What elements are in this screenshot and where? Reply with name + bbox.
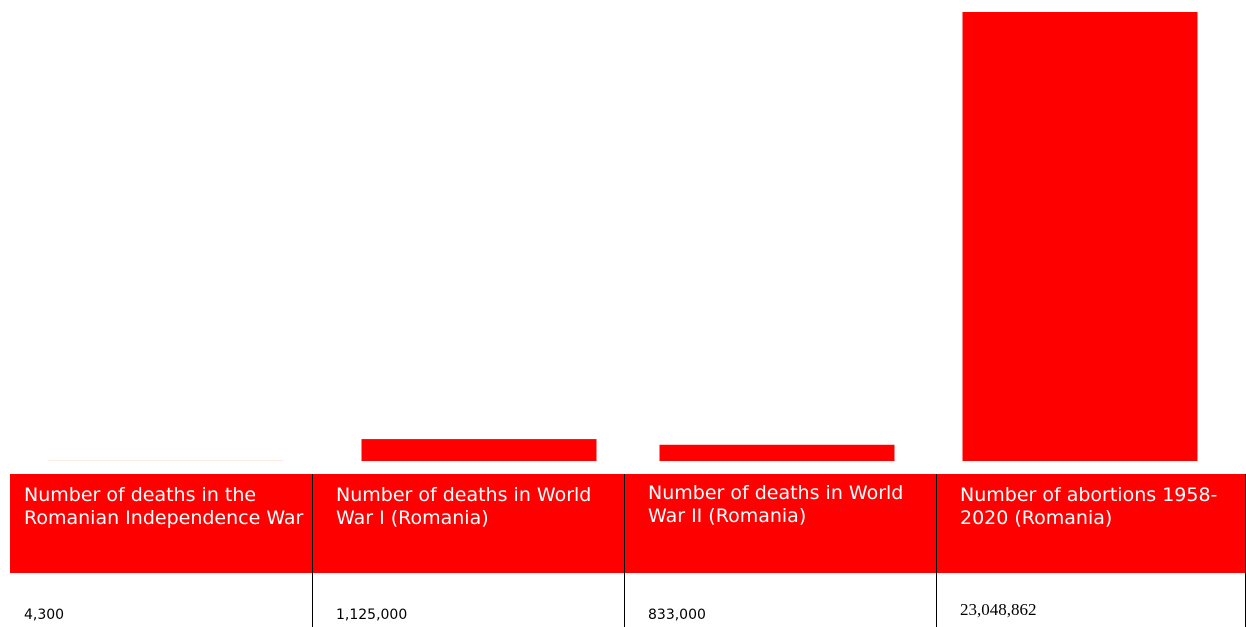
bar-chart xyxy=(48,12,1198,461)
column-divider xyxy=(312,474,313,627)
category-label: Number of deaths in World War II (Romani… xyxy=(648,482,904,527)
bar-2 xyxy=(361,439,597,461)
data-table: Number of deaths in the Romanian Indepen… xyxy=(10,474,1246,627)
category-label: Number of deaths in World War I (Romania… xyxy=(336,484,592,529)
value-label: 1,125,000 xyxy=(336,607,408,623)
value-label: 4,300 xyxy=(24,607,65,623)
value-label: 833,000 xyxy=(648,607,706,623)
category-label: Number of deaths in the Romanian Indepen… xyxy=(24,484,304,529)
column-divider xyxy=(936,474,937,627)
bar-4 xyxy=(962,12,1198,461)
bar-3 xyxy=(659,444,895,461)
value-label: 23,048,862 xyxy=(960,600,1037,619)
table-header-row: Number of deaths in the Romanian Indepen… xyxy=(10,474,1246,573)
category-label: Number of abortions 1958-2020 (Romania) xyxy=(960,484,1218,529)
column-divider xyxy=(624,474,625,627)
